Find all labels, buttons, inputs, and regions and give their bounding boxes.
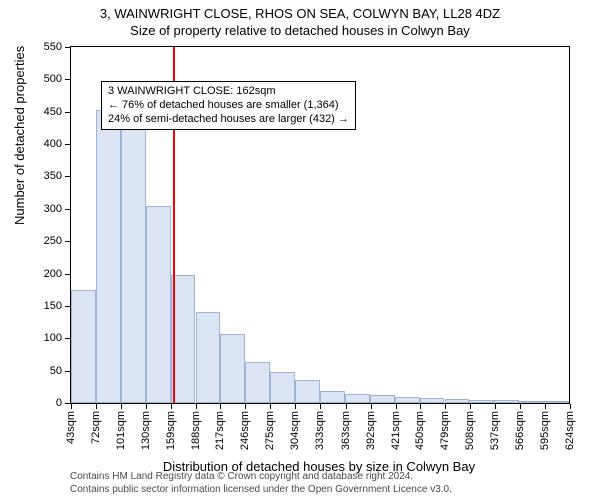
- x-tick-mark: [470, 404, 471, 409]
- x-tick-mark: [495, 404, 496, 409]
- x-tick-label: 43sqm: [65, 411, 77, 444]
- x-tick-mark: [146, 404, 147, 409]
- annotation-line: 24% of semi-detached houses are larger (…: [108, 113, 349, 127]
- annotation-box: 3 WAINWRIGHT CLOSE: 162sqm← 76% of detac…: [101, 81, 356, 130]
- histogram-bar: [420, 398, 445, 403]
- histogram-bar: [345, 394, 370, 403]
- x-tick-mark: [196, 404, 197, 409]
- x-tick-mark: [545, 404, 546, 409]
- x-tick-label: 246sqm: [239, 411, 251, 450]
- x-tick-mark: [270, 404, 271, 409]
- x-tick-label: 624sqm: [564, 411, 576, 450]
- x-tick-label: 450sqm: [414, 411, 426, 450]
- histogram-bar: [445, 399, 470, 403]
- x-tick-label: 72sqm: [90, 411, 102, 444]
- x-tick-label: 304sqm: [289, 411, 301, 450]
- x-tick-label: 479sqm: [439, 411, 451, 450]
- x-tick-label: 159sqm: [165, 411, 177, 450]
- histogram-bar: [519, 401, 544, 403]
- histogram-bar: [220, 334, 245, 403]
- x-tick-mark: [570, 404, 571, 409]
- y-tick-label: 300: [0, 203, 62, 215]
- x-tick-label: 130sqm: [140, 411, 152, 450]
- histogram-bar: [146, 206, 171, 403]
- title-line2: Size of property relative to detached ho…: [0, 23, 600, 40]
- x-tick-mark: [121, 404, 122, 409]
- x-tick-label: 363sqm: [340, 411, 352, 450]
- x-tick-label: 537sqm: [489, 411, 501, 450]
- y-tick-label: 200: [0, 268, 62, 280]
- footer-line1: Contains HM Land Registry data © Crown c…: [70, 471, 452, 484]
- x-tick-mark: [371, 404, 372, 409]
- x-tick-mark: [520, 404, 521, 409]
- footer-line2: Contains public sector information licen…: [70, 484, 452, 497]
- x-tick-mark: [171, 404, 172, 409]
- histogram-bar: [395, 397, 420, 403]
- histogram-bar: [270, 372, 295, 403]
- histogram-bar: [544, 401, 569, 403]
- title-block: 3, WAINWRIGHT CLOSE, RHOS ON SEA, COLWYN…: [0, 0, 600, 40]
- y-tick-label: 50: [0, 365, 62, 377]
- x-tick-mark: [396, 404, 397, 409]
- x-tick-mark: [96, 404, 97, 409]
- x-tick-mark: [445, 404, 446, 409]
- histogram-bar: [320, 391, 345, 403]
- footer: Contains HM Land Registry data © Crown c…: [70, 471, 452, 496]
- histogram-bar: [121, 121, 146, 403]
- x-tick-mark: [346, 404, 347, 409]
- x-tick-mark: [245, 404, 246, 409]
- y-tick-label: 0: [0, 397, 62, 409]
- x-tick-label: 275sqm: [264, 411, 276, 450]
- x-tick-label: 101sqm: [115, 411, 127, 450]
- x-tick-label: 508sqm: [464, 411, 476, 450]
- x-tick-label: 566sqm: [514, 411, 526, 450]
- y-tick-label: 500: [0, 73, 62, 85]
- histogram-bar: [71, 290, 96, 403]
- x-tick-label: 392sqm: [365, 411, 377, 450]
- histogram-bar: [96, 110, 121, 403]
- x-tick-label: 595sqm: [539, 411, 551, 450]
- x-tick-mark: [71, 404, 72, 409]
- title-line1: 3, WAINWRIGHT CLOSE, RHOS ON SEA, COLWYN…: [0, 6, 600, 23]
- histogram-bar: [370, 395, 395, 403]
- y-tick-label: 450: [0, 106, 62, 118]
- histogram-bar: [245, 362, 270, 403]
- x-tick-label: 333sqm: [314, 411, 326, 450]
- x-tick-mark: [320, 404, 321, 409]
- y-tick-label: 550: [0, 41, 62, 53]
- x-tick-label: 421sqm: [390, 411, 402, 450]
- y-tick-label: 100: [0, 332, 62, 344]
- y-tick-label: 250: [0, 235, 62, 247]
- y-tick-label: 400: [0, 138, 62, 150]
- histogram-bar: [494, 400, 519, 403]
- x-tick-mark: [420, 404, 421, 409]
- y-tick-label: 150: [0, 300, 62, 312]
- histogram-bar: [196, 312, 221, 403]
- x-tick-mark: [220, 404, 221, 409]
- x-tick-label: 188sqm: [190, 411, 202, 450]
- annotation-line: ← 76% of detached houses are smaller (1,…: [108, 99, 349, 113]
- histogram-bar: [469, 400, 494, 403]
- chart-container: 3, WAINWRIGHT CLOSE, RHOS ON SEA, COLWYN…: [0, 0, 600, 500]
- annotation-line: 3 WAINWRIGHT CLOSE: 162sqm: [108, 85, 349, 99]
- plot-area: 3 WAINWRIGHT CLOSE: 162sqm← 76% of detac…: [70, 46, 570, 404]
- histogram-bar: [295, 380, 320, 403]
- x-tick-label: 217sqm: [214, 411, 226, 450]
- y-tick-label: 350: [0, 170, 62, 182]
- x-tick-mark: [295, 404, 296, 409]
